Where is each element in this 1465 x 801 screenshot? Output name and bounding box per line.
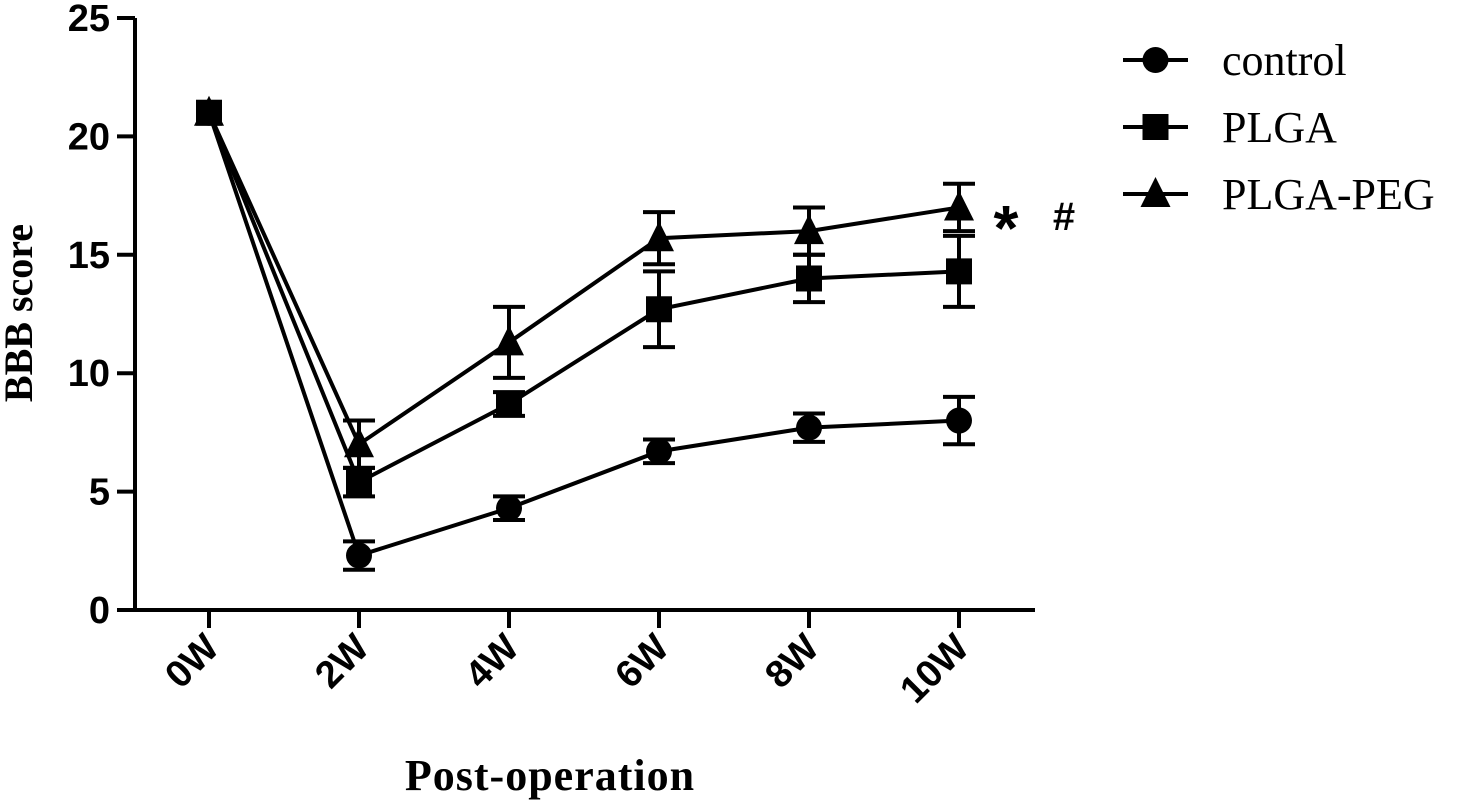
marker-PLGA-PEG-4W — [494, 325, 524, 356]
marker-PLGA-6W — [646, 296, 672, 323]
series-line-control — [207, 112, 960, 559]
legend-marker-control — [1142, 47, 1169, 73]
marker-PLGA-8W — [796, 265, 822, 292]
marker-PLGA-2W — [346, 469, 372, 496]
marker-PLGA-PEG-6W — [644, 221, 674, 252]
marker-PLGA-PEG-8W — [794, 214, 824, 245]
y-tick-label-0: 0 — [89, 590, 110, 632]
marker-control-8W — [796, 414, 822, 441]
series-PLGA — [196, 99, 975, 499]
marker-control-6W — [646, 438, 672, 465]
y-tick-label-5: 5 — [89, 472, 110, 514]
y-axis-title: BBB score — [0, 224, 41, 402]
legend-label-control: control — [1222, 36, 1347, 85]
series-PLGA-PEG — [194, 95, 975, 470]
x-tick-label-10W: 10W — [892, 627, 977, 712]
marker-control-10W — [946, 407, 972, 434]
annotation-hash: # — [1053, 195, 1075, 239]
y-tick-label-20: 20 — [68, 116, 110, 158]
x-tick-label-6W: 6W — [607, 627, 677, 697]
legend-item-PLGA-PEG: PLGA-PEG — [1123, 170, 1435, 219]
marker-PLGA-4W — [496, 390, 522, 417]
marker-PLGA-PEG-10W — [944, 190, 974, 221]
annotation-star: * — [994, 192, 1019, 264]
legend-marker-PLGA-PEG — [1140, 177, 1171, 207]
x-tick-label-4W: 4W — [457, 627, 527, 697]
series-layer — [194, 95, 975, 572]
x-axis-title: Post-operation — [405, 751, 695, 800]
legend-label-PLGA-PEG: PLGA-PEG — [1222, 170, 1435, 219]
marker-PLGA-PEG-2W — [344, 427, 374, 458]
marker-PLGA-PEG-0W — [194, 95, 224, 126]
axes — [133, 18, 1035, 612]
y-tick-label-10: 10 — [68, 353, 110, 395]
series-line-PLGA — [207, 111, 960, 485]
series-control — [196, 99, 975, 572]
legend-label-PLGA: PLGA — [1222, 103, 1337, 152]
marker-control-4W — [496, 495, 522, 522]
series-line-PLGA-PEG — [207, 111, 960, 448]
legend-item-control: control — [1123, 36, 1347, 85]
y-tick-label-25: 25 — [68, 0, 110, 40]
y-tick-label-15: 15 — [68, 235, 110, 277]
marker-control-2W — [346, 542, 372, 569]
x-tick-label-0W: 0W — [157, 627, 227, 697]
x-tick-label-8W: 8W — [757, 627, 827, 697]
legend-item-PLGA: PLGA — [1123, 103, 1337, 152]
legend: control PLGA PLGA-PEG — [1123, 36, 1435, 219]
x-tick-label-2W: 2W — [307, 627, 377, 697]
legend-marker-PLGA — [1142, 114, 1169, 140]
marker-PLGA-10W — [946, 258, 972, 285]
